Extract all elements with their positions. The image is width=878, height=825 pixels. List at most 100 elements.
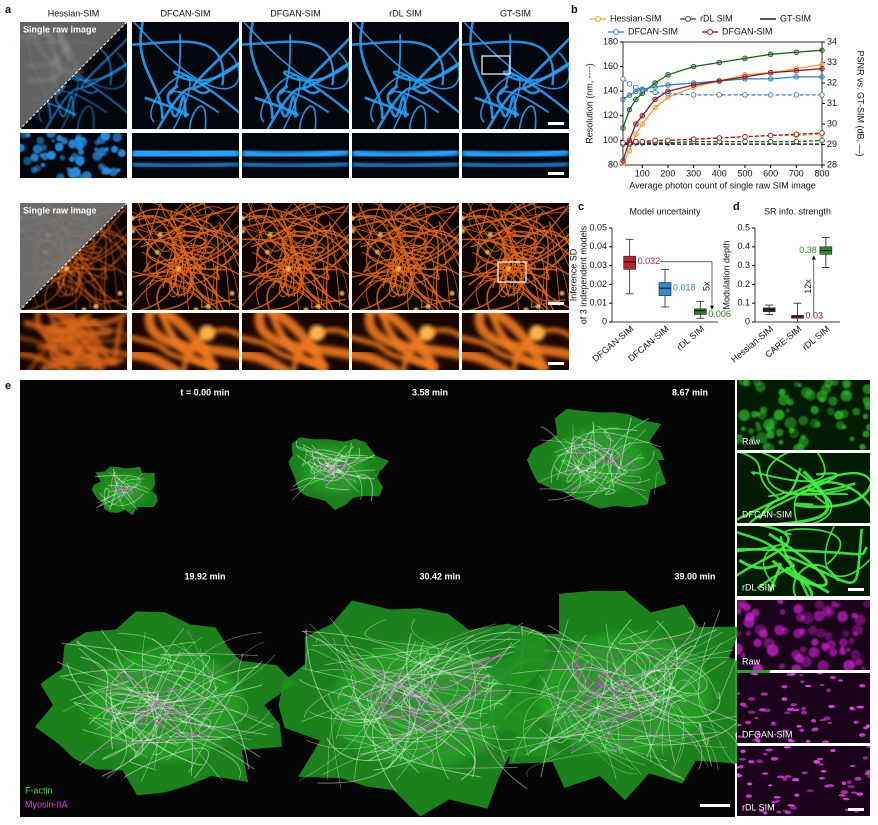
panel-letter: b (571, 4, 578, 16)
fiber (522, 629, 671, 758)
image (462, 133, 569, 178)
fiber (824, 526, 870, 578)
point (742, 138, 748, 145)
fiber (407, 207, 459, 310)
puncta (790, 806, 797, 810)
fiber (503, 62, 569, 114)
fiber (350, 674, 448, 743)
fiber (150, 74, 191, 129)
speckle (801, 612, 814, 625)
puncta (765, 748, 773, 752)
puncta (773, 795, 781, 799)
fiber (570, 627, 701, 754)
speckle (68, 139, 78, 149)
y-axis-label: of 3 independent models (578, 225, 588, 324)
fiber (132, 40, 225, 86)
fiber (469, 22, 494, 119)
legend-label: rDL SIM (700, 13, 733, 23)
speckle (829, 648, 838, 657)
image: DFGAN-SIM (737, 673, 870, 743)
spot (64, 266, 70, 272)
fiber (143, 211, 239, 245)
fiber (766, 453, 852, 496)
speckle (23, 156, 32, 166)
fiber (95, 474, 141, 507)
puncta (768, 784, 773, 787)
fiber (748, 472, 838, 523)
speckle (757, 411, 767, 420)
speckle (94, 147, 99, 152)
puncta (847, 785, 855, 789)
speckle (848, 637, 855, 644)
y-tick-label: 0.02 (589, 279, 607, 289)
fiber (463, 22, 569, 90)
fiber (539, 444, 617, 490)
fiber (784, 528, 864, 584)
point (652, 89, 658, 96)
speckle (20, 143, 25, 153)
fiber (517, 207, 569, 310)
puncta (763, 811, 768, 815)
fiber (305, 648, 459, 676)
legend-marker (595, 16, 601, 22)
y-tick-label: 120 (603, 110, 618, 120)
fiber (555, 649, 601, 728)
fiber (107, 666, 157, 757)
fiber (55, 233, 94, 297)
speckle (32, 144, 43, 154)
plot-frame (622, 41, 823, 166)
chart-layer: 100 200 300 400 500 600 700 8008010012014016018… (568, 13, 865, 364)
image-label: DFGAN-SIM (742, 729, 793, 739)
fiber (276, 233, 317, 297)
fiber (334, 670, 382, 755)
fiber (504, 687, 676, 752)
fiber (359, 22, 384, 119)
fiber (418, 643, 540, 676)
fiber (283, 62, 349, 114)
fiber (406, 633, 476, 781)
puncta (849, 706, 855, 710)
column-title: GT-SIM (500, 8, 531, 18)
speckle (810, 418, 820, 429)
point (626, 92, 633, 99)
image (132, 22, 239, 129)
speckle (34, 164, 42, 172)
fiber (352, 40, 445, 86)
fiber (573, 620, 700, 717)
point (690, 136, 697, 142)
speckle (66, 167, 72, 172)
point (639, 113, 646, 119)
speckle (849, 436, 855, 442)
fiber (80, 37, 127, 89)
fiber (146, 205, 236, 271)
speckle (116, 168, 121, 173)
zoom-fiber (242, 146, 349, 161)
puncta (820, 769, 827, 773)
fiber (483, 313, 548, 370)
fiber (556, 431, 661, 481)
fiber (80, 656, 149, 725)
spot (425, 303, 431, 309)
fiber (364, 313, 459, 360)
fiber (133, 22, 239, 90)
fiber (323, 454, 369, 471)
fiber (358, 252, 459, 310)
point (819, 47, 825, 53)
speckle (774, 624, 785, 636)
time-label: 30.42 min (419, 571, 460, 581)
image (462, 203, 569, 310)
x-axis-label: Average photon count of single raw SIM i… (629, 180, 815, 190)
fiber (607, 441, 651, 484)
spot (193, 307, 199, 310)
fiber (123, 747, 210, 779)
puncta (838, 679, 844, 682)
point (633, 88, 639, 94)
puncta (856, 705, 865, 709)
fiber (363, 258, 444, 310)
fiber (118, 658, 241, 696)
fiber (768, 532, 828, 588)
speckle (800, 656, 812, 668)
speckle (838, 638, 848, 647)
speckle (740, 653, 746, 658)
fiber (326, 737, 398, 761)
